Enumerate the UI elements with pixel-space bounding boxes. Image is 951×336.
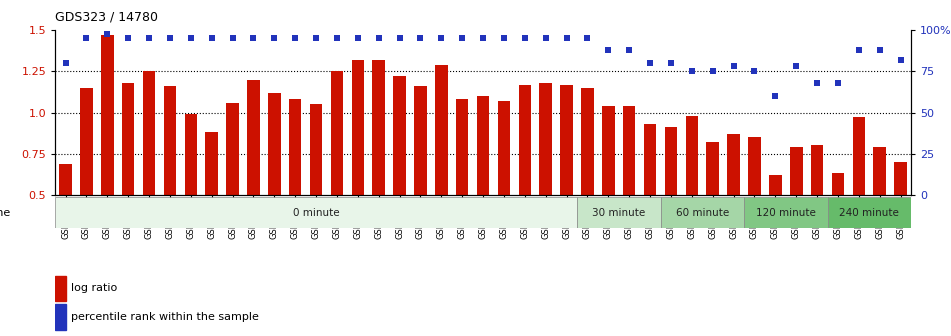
Bar [769, 175, 782, 195]
Bar [226, 103, 239, 195]
Text: 0 minute: 0 minute [293, 208, 340, 217]
Point [580, 36, 595, 41]
Bar [707, 142, 719, 195]
Text: GDS323 / 14780: GDS323 / 14780 [55, 10, 158, 23]
Bar [581, 88, 593, 195]
Bar [205, 132, 218, 195]
Bar [289, 99, 301, 195]
Bar [310, 104, 322, 195]
Point [204, 36, 220, 41]
Bar [247, 80, 260, 195]
Bar [873, 147, 886, 195]
Bar [623, 106, 635, 195]
Point [664, 60, 679, 66]
Point [246, 36, 262, 41]
Point [287, 36, 302, 41]
Bar [55, 276, 67, 301]
Point [184, 36, 199, 41]
Text: 60 minute: 60 minute [675, 208, 728, 217]
Point [413, 36, 428, 41]
Point [747, 69, 762, 74]
Bar [184, 114, 197, 195]
Point [559, 36, 574, 41]
Bar [811, 145, 824, 195]
Bar [560, 85, 573, 195]
Bar [394, 76, 406, 195]
Bar [665, 127, 677, 195]
Bar [55, 304, 67, 330]
Point [517, 36, 533, 41]
Point [476, 36, 491, 41]
Bar [748, 137, 761, 195]
Bar [436, 65, 448, 195]
Point [163, 36, 178, 41]
Point [538, 36, 553, 41]
Point [851, 47, 866, 53]
Point [601, 47, 616, 53]
Bar [497, 101, 511, 195]
Bar [832, 173, 844, 195]
Bar [539, 83, 552, 195]
Point [685, 69, 700, 74]
Point [496, 36, 512, 41]
Bar [853, 118, 865, 195]
Point [371, 36, 386, 41]
Point [350, 36, 365, 41]
Bar [827, 197, 911, 228]
Point [142, 36, 157, 41]
Text: percentile rank within the sample: percentile rank within the sample [70, 312, 259, 322]
Bar [59, 164, 72, 195]
Point [767, 93, 783, 99]
Bar [164, 86, 176, 195]
Bar [268, 93, 281, 195]
Point [893, 57, 908, 62]
Bar [331, 72, 343, 195]
Bar [101, 35, 113, 195]
Bar [518, 85, 531, 195]
Bar [644, 124, 656, 195]
Bar [686, 116, 698, 195]
Bar [373, 60, 385, 195]
Point [726, 64, 741, 69]
Point [58, 60, 73, 66]
Bar [143, 72, 155, 195]
Point [329, 36, 344, 41]
Bar [894, 162, 907, 195]
Point [830, 80, 845, 86]
Bar [55, 197, 577, 228]
Point [100, 31, 115, 36]
Bar [352, 60, 364, 195]
Point [455, 36, 470, 41]
Point [79, 36, 94, 41]
Point [266, 36, 281, 41]
Point [622, 47, 637, 53]
Text: time: time [0, 208, 11, 217]
Point [434, 36, 449, 41]
Bar [661, 197, 744, 228]
Bar [476, 96, 490, 195]
Text: log ratio: log ratio [70, 284, 117, 293]
Point [705, 69, 720, 74]
Point [643, 60, 658, 66]
Point [225, 36, 241, 41]
Point [872, 47, 887, 53]
Text: 30 minute: 30 minute [592, 208, 646, 217]
Text: 120 minute: 120 minute [756, 208, 816, 217]
Bar [790, 147, 803, 195]
Point [788, 64, 804, 69]
Bar [122, 83, 134, 195]
Bar [728, 134, 740, 195]
Bar [415, 86, 427, 195]
Bar [602, 106, 614, 195]
Point [121, 36, 136, 41]
Point [392, 36, 407, 41]
Text: 240 minute: 240 minute [840, 208, 900, 217]
Bar [456, 99, 469, 195]
Bar [577, 197, 661, 228]
Bar [80, 88, 93, 195]
Bar [744, 197, 827, 228]
Point [308, 36, 323, 41]
Point [809, 80, 825, 86]
